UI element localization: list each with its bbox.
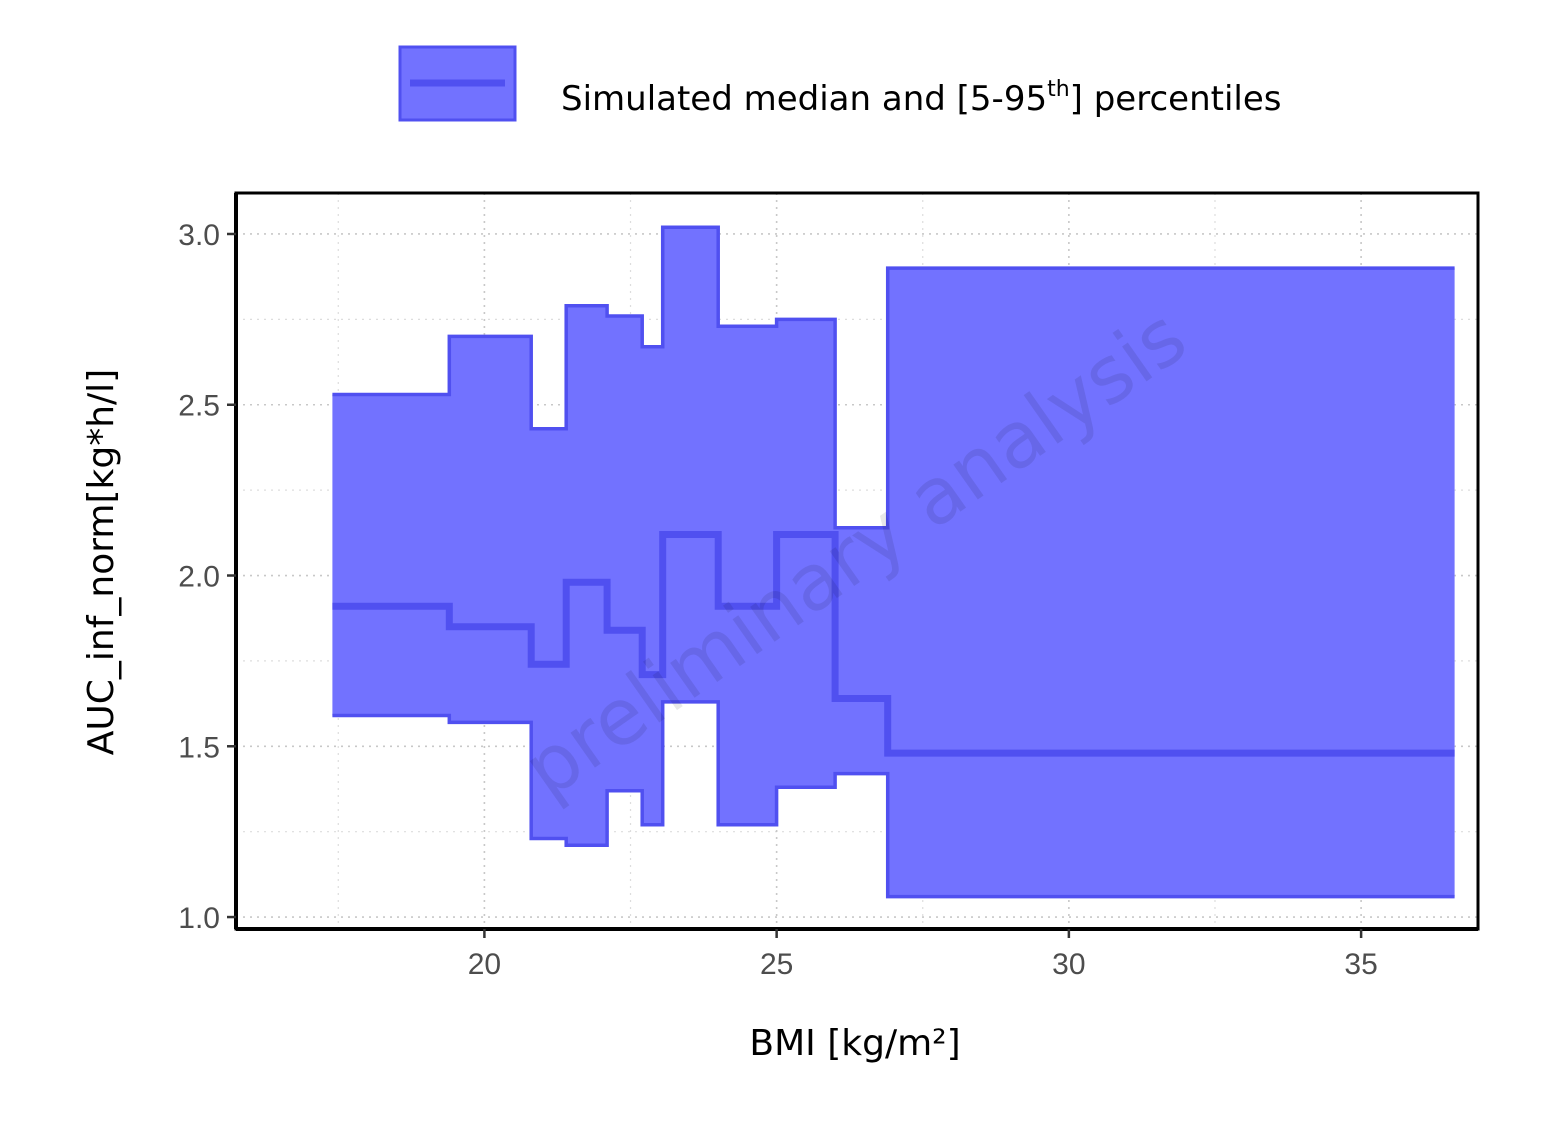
y-tick-label: 2.0 xyxy=(178,561,220,594)
legend-label-superscript: th xyxy=(1047,77,1070,102)
p95-step-line xyxy=(332,225,1455,530)
y-tick-label: 2.5 xyxy=(178,390,220,423)
y-tick-label: 3.0 xyxy=(178,219,220,252)
legend-label: Simulated median and [5-95th] percentile… xyxy=(561,77,1281,119)
legend: Simulated median and [5-95th] percentile… xyxy=(398,45,1281,122)
x-tick-label: 30 xyxy=(1052,948,1085,981)
x-axis-title: BMI [kg/m²] xyxy=(749,1023,960,1064)
y-tick-label: 1.0 xyxy=(178,902,220,935)
x-tick-label: 25 xyxy=(760,948,793,981)
series-layer xyxy=(332,225,1455,899)
x-axis-ticks: 20 25 30 35 xyxy=(468,929,1378,981)
y-axis-ticks: 1.0 1.5 2.0 2.5 3.0 xyxy=(178,219,236,935)
x-tick-label: 20 xyxy=(468,948,501,981)
median-step-line xyxy=(332,531,1455,757)
plot-area: preliminary analysis xyxy=(234,191,1480,931)
p05-step-line xyxy=(332,700,1455,899)
y-tick-label: 1.5 xyxy=(178,731,220,764)
percentile-band xyxy=(332,227,1455,897)
x-tick-label: 35 xyxy=(1344,948,1377,981)
y-axis-title: AUC_inf_norm[kg*h/l] xyxy=(81,369,122,755)
